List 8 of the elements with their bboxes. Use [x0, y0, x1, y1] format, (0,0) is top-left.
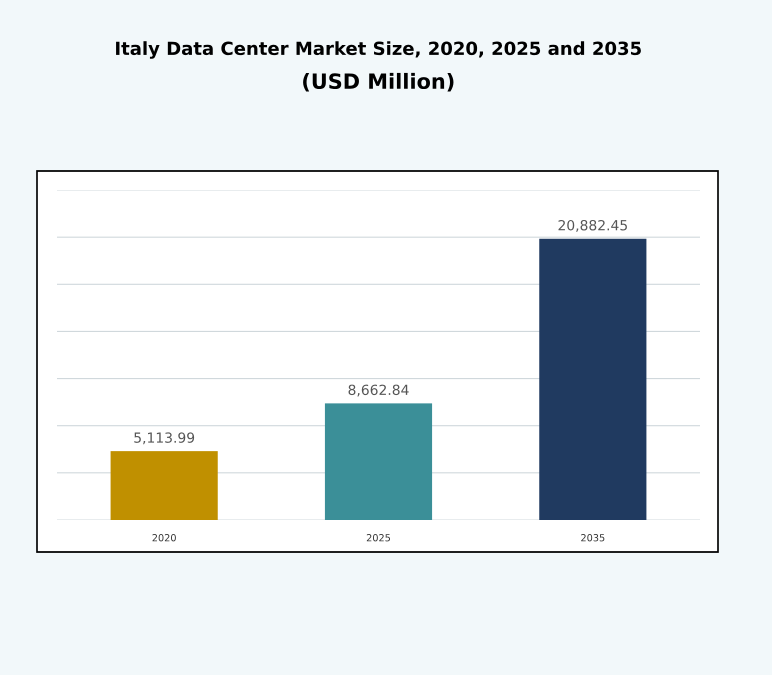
data-label: 8,662.84: [348, 384, 409, 396]
x-tick-label: 2025: [366, 534, 390, 542]
x-tick-label: 2020: [152, 534, 176, 542]
data-label: 20,882.45: [558, 220, 627, 232]
data-label: 5,113.99: [134, 432, 194, 444]
chart-subtitle: (USD Million): [303, 72, 454, 92]
x-tick-label: 2035: [581, 534, 604, 542]
chart-title: Italy Data Center Market Size, 2020, 2025 and 2035: [116, 41, 641, 59]
